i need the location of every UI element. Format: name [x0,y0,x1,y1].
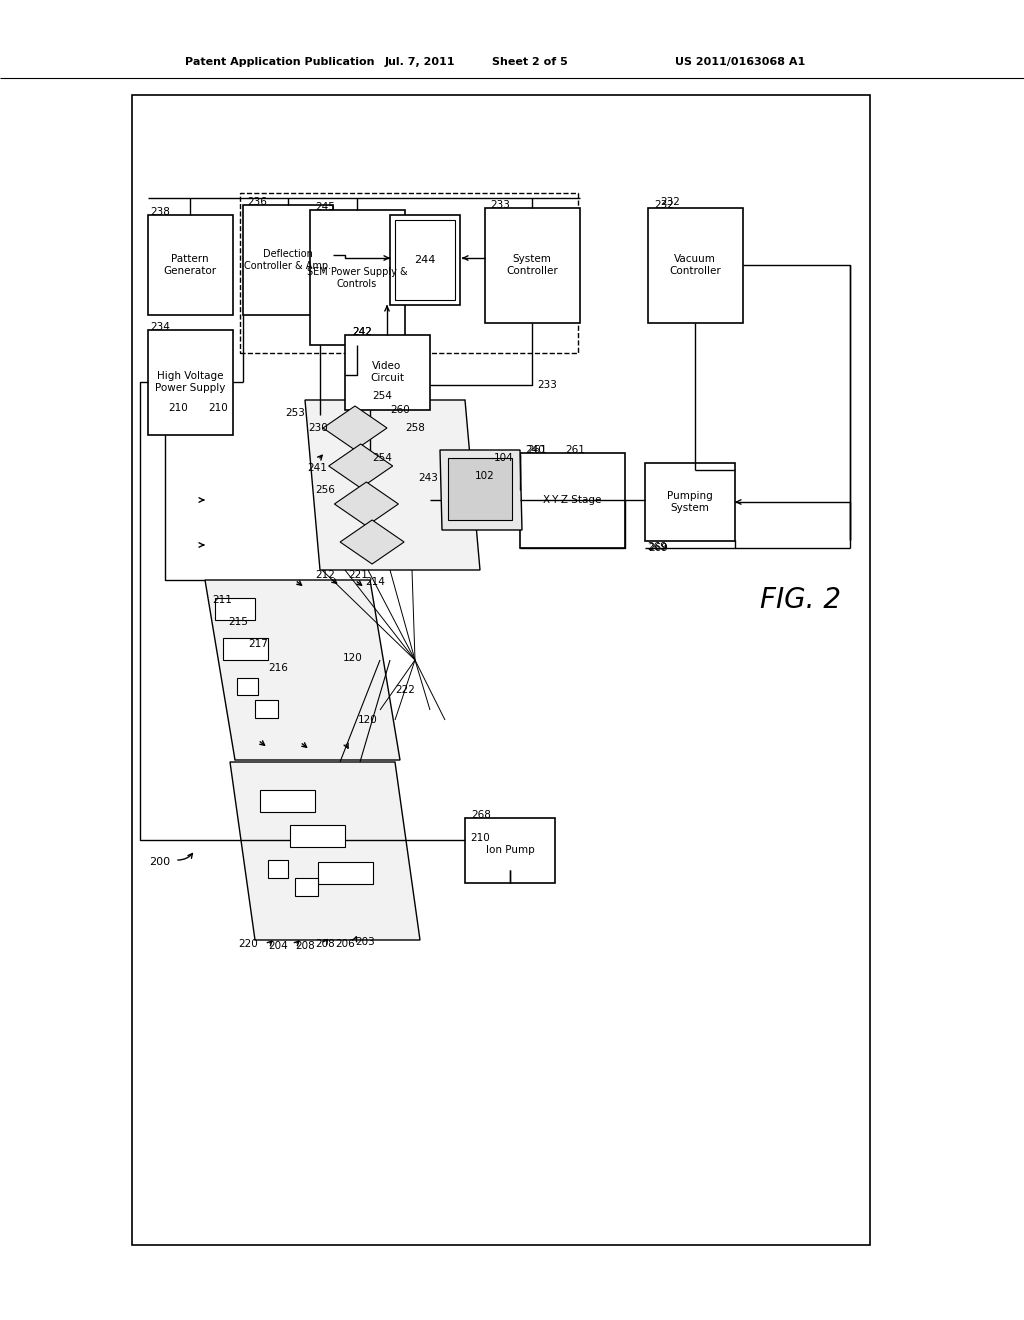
Text: 200: 200 [150,857,171,867]
Text: 204: 204 [268,941,288,950]
Text: 244: 244 [415,255,435,265]
Text: 261: 261 [527,445,547,455]
Text: 253: 253 [285,408,305,418]
Text: 238: 238 [150,207,170,216]
Text: 268: 268 [471,810,490,820]
Bar [148,330,233,436]
Text: 256: 256 [315,484,335,495]
Bar [243,205,333,315]
Text: 203: 203 [355,937,375,946]
Bar [240,193,578,352]
Polygon shape [295,878,318,896]
Text: 236: 236 [247,197,267,207]
Text: 210: 210 [470,833,489,843]
Polygon shape [323,407,387,450]
Text: 230: 230 [308,422,328,433]
Polygon shape [340,520,404,564]
Bar [345,335,430,411]
Text: FIG. 2: FIG. 2 [760,586,841,614]
Polygon shape [290,825,345,847]
Text: SEM Power Supply &
Controls: SEM Power Supply & Controls [306,267,408,289]
Bar [465,818,555,883]
Text: System
Controller: System Controller [506,255,558,276]
Text: Sheet 2 of 5: Sheet 2 of 5 [493,57,568,67]
Text: 216: 216 [268,663,288,673]
Text: 217: 217 [248,639,268,649]
Bar [310,210,406,345]
Text: 222: 222 [395,685,415,696]
Text: 208: 208 [315,939,335,949]
Text: X-Y-Z Stage: X-Y-Z Stage [543,495,601,506]
Text: 206: 206 [335,939,354,949]
Text: 104: 104 [494,453,514,463]
Text: 254: 254 [372,391,392,401]
Text: 260: 260 [390,405,410,414]
Polygon shape [268,861,288,878]
Text: High Voltage
Power Supply: High Voltage Power Supply [155,371,225,393]
Text: 243: 243 [418,473,438,483]
Text: 269: 269 [647,543,667,552]
Text: 242: 242 [352,327,372,337]
Bar [648,209,743,323]
Text: Pumping
System: Pumping System [667,491,713,512]
Text: 269: 269 [648,543,668,553]
Text: 210: 210 [208,403,228,413]
Text: 221: 221 [348,570,368,579]
Bar [520,453,625,548]
Text: 220: 220 [238,939,258,949]
Text: Vacuum
Controller: Vacuum Controller [669,255,721,276]
Text: 233: 233 [490,201,510,210]
Text: 245: 245 [315,202,335,213]
Polygon shape [449,458,512,520]
Text: 210: 210 [168,403,187,413]
Text: 211: 211 [212,595,231,605]
Polygon shape [260,789,315,812]
Bar [485,209,580,323]
Text: Pattern
Generator: Pattern Generator [164,255,216,276]
Text: 242: 242 [352,327,372,337]
Polygon shape [230,762,420,940]
Bar [395,220,455,300]
Text: 240: 240 [525,445,545,455]
Text: Ion Pump: Ion Pump [485,845,535,855]
Text: US 2011/0163068 A1: US 2011/0163068 A1 [675,57,805,67]
Polygon shape [223,638,268,660]
Text: Video
Circuit: Video Circuit [370,362,404,383]
Text: 212: 212 [315,570,335,579]
Bar [645,463,735,541]
Text: 120: 120 [358,715,378,725]
Text: 120: 120 [343,653,362,663]
Polygon shape [440,450,522,531]
Text: 102: 102 [475,471,495,480]
Text: 208: 208 [295,941,314,950]
Text: 215: 215 [228,616,248,627]
Text: 258: 258 [406,422,425,433]
Polygon shape [329,444,392,488]
Text: 234: 234 [150,322,170,333]
Text: 254: 254 [372,453,392,463]
Text: 241: 241 [307,463,327,473]
Bar [390,215,460,305]
Text: 232: 232 [654,201,674,210]
Text: Jul. 7, 2011: Jul. 7, 2011 [385,57,456,67]
Polygon shape [335,482,398,525]
Text: 261: 261 [565,445,585,455]
Text: 214: 214 [365,577,385,587]
Polygon shape [205,579,400,760]
Polygon shape [215,598,255,620]
Bar [132,95,870,1245]
Polygon shape [305,400,480,570]
Bar [148,215,233,315]
Polygon shape [318,862,373,884]
Polygon shape [237,678,258,696]
Text: Patent Application Publication: Patent Application Publication [185,57,375,67]
Polygon shape [255,700,278,718]
Text: 233: 233 [537,380,557,389]
Text: 232: 232 [660,197,680,207]
Text: Deflection
Controller & Amp.: Deflection Controller & Amp. [245,249,332,271]
